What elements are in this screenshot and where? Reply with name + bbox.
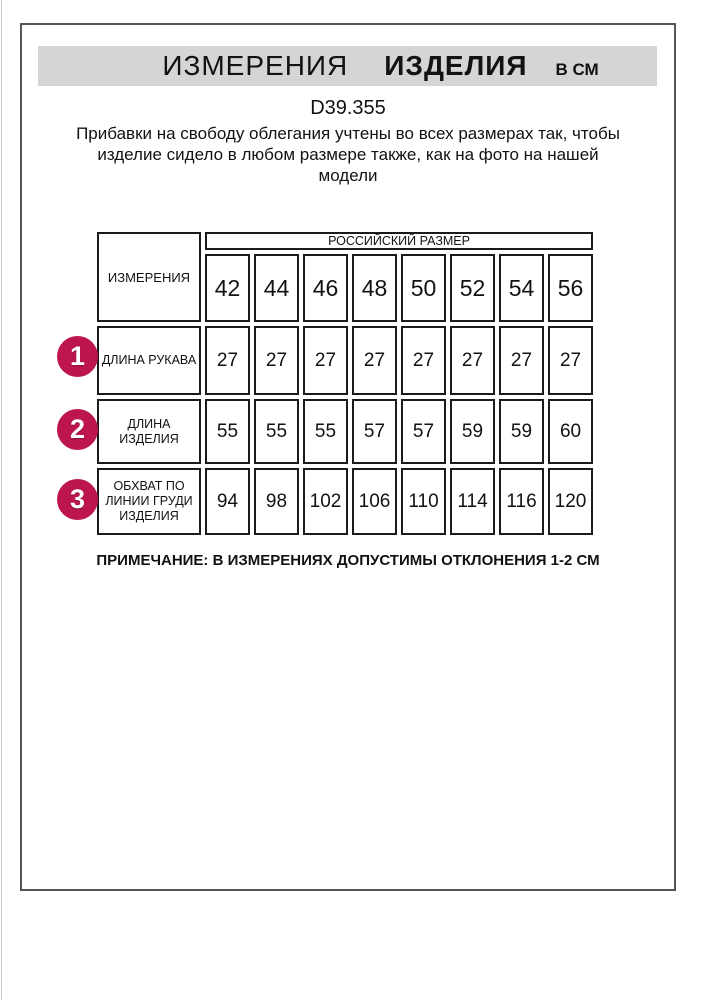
value-cell: 114 (450, 468, 495, 535)
step-badge-2: 2 (57, 409, 98, 450)
row-label: ДЛИНА РУКАВА (97, 326, 201, 395)
size-header-42: 42 (205, 254, 250, 322)
size-table-body: ДЛИНА РУКАВА 27 27 27 27 27 27 27 27 ДЛИНА ИЗДЕЛИЯ… (97, 326, 594, 535)
size-table-head: ИЗМЕРЕНИЯ РОССИЙСКИЙ РАЗМЕР 42 44 46 48 50 52… (97, 232, 594, 322)
size-header-46: 46 (303, 254, 348, 322)
value-cell: 57 (352, 399, 397, 464)
value-cell: 55 (205, 399, 250, 464)
size-header-56: 56 (548, 254, 594, 322)
value-cell: 59 (450, 399, 495, 464)
value-cell: 59 (499, 399, 544, 464)
value-cell: 55 (254, 399, 299, 464)
value-cell: 98 (254, 468, 299, 535)
step-badge-3: 3 (57, 479, 98, 520)
value-cell: 27 (450, 326, 495, 395)
fit-description-line: изделие сидело в любом размере также, ка… (97, 145, 599, 164)
fit-description-line: модели (318, 166, 378, 185)
tolerance-note: ПРИМЕЧАНИЕ: В ИЗМЕРЕНИЯХ ДОПУСТИМЫ ОТКЛО… (96, 552, 600, 569)
value-cell: 60 (548, 399, 594, 464)
value-cell: 27 (401, 326, 446, 395)
value-cell: 120 (548, 468, 594, 535)
fit-description-line: Прибавки на свободу облегания учтены во … (76, 124, 620, 143)
size-header-50: 50 (401, 254, 446, 322)
value-cell: 27 (303, 326, 348, 395)
value-cell: 102 (303, 468, 348, 535)
size-header-52: 52 (450, 254, 495, 322)
value-cell: 27 (548, 326, 594, 395)
product-code: D39.355 (310, 97, 386, 119)
title-unit: В СМ (555, 60, 599, 79)
value-cell: 55 (303, 399, 348, 464)
table-row: ОБХВАТ ПО ЛИНИИ ГРУДИ ИЗДЕЛИЯ 94 98 102 106 110… (97, 468, 594, 535)
value-cell: 106 (352, 468, 397, 535)
size-table: ИЗМЕРЕНИЯ РОССИЙСКИЙ РАЗМЕР 42 44 46 48 50 52… (93, 228, 597, 539)
value-cell: 116 (499, 468, 544, 535)
value-cell: 27 (254, 326, 299, 395)
page-edge-divider (1, 0, 2, 1000)
step-badge-1: 1 (57, 336, 98, 377)
fit-description: Прибавки на свободу облегания учтены во … (20, 123, 676, 186)
size-header-row: 42 44 46 48 50 52 54 56 (97, 254, 594, 322)
corner-header: ИЗМЕРЕНИЯ (97, 232, 201, 322)
row-label: ДЛИНА ИЗДЕЛИЯ (97, 399, 201, 464)
size-header-44: 44 (254, 254, 299, 322)
value-cell: 27 (499, 326, 544, 395)
value-cell: 27 (352, 326, 397, 395)
value-cell: 27 (205, 326, 250, 395)
table-row: ДЛИНА ИЗДЕЛИЯ 55 55 55 57 57 59 59 60 (97, 399, 594, 464)
value-cell: 94 (205, 468, 250, 535)
value-cell: 110 (401, 468, 446, 535)
size-header-48: 48 (352, 254, 397, 322)
title-bar: ИЗМЕРЕНИЯ ИЗДЕЛИЯ В СМ (38, 46, 657, 86)
size-header-54: 54 (499, 254, 544, 322)
group-header-row: ИЗМЕРЕНИЯ РОССИЙСКИЙ РАЗМЕР (97, 232, 594, 322)
row-label: ОБХВАТ ПО ЛИНИИ ГРУДИ ИЗДЕЛИЯ (97, 468, 201, 535)
title-measurements: ИЗМЕРЕНИЯ (162, 50, 349, 81)
value-cell: 57 (401, 399, 446, 464)
table-row: ДЛИНА РУКАВА 27 27 27 27 27 27 27 27 (97, 326, 594, 395)
title-product: ИЗДЕЛИЯ (384, 50, 528, 81)
group-header: РОССИЙСКИЙ РАЗМЕР (205, 232, 594, 250)
